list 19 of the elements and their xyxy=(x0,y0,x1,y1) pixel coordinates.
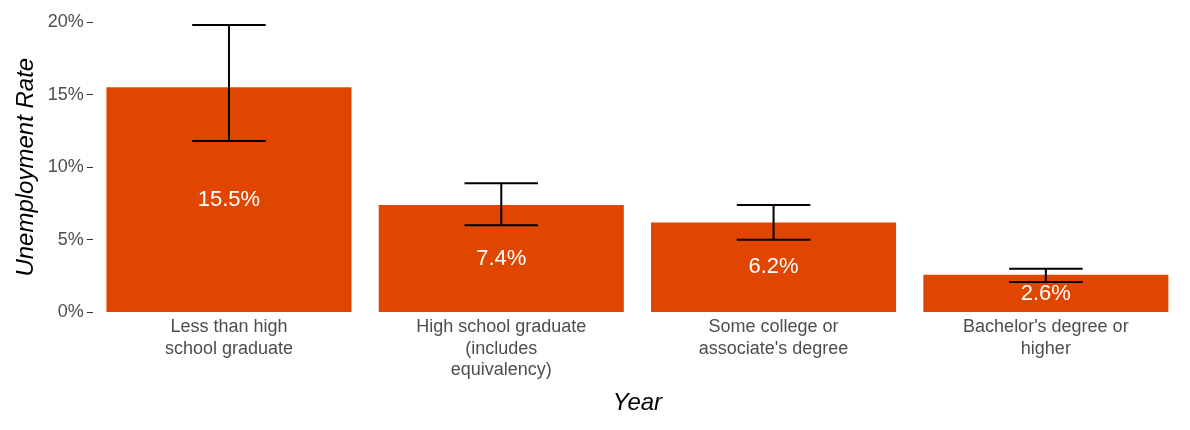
bar xyxy=(923,274,1169,312)
data-label: 6.2% xyxy=(748,253,799,279)
data-label: 2.6% xyxy=(1020,279,1071,305)
x-tick-label: Some college or associate's degree xyxy=(698,316,849,358)
y-tick-label: 0% xyxy=(57,301,84,322)
y-tick-label: 10% xyxy=(47,156,84,177)
y-tick-label: 5% xyxy=(57,228,84,249)
bar xyxy=(651,222,897,312)
data-label: 7.4% xyxy=(476,244,527,270)
x-tick-label: High school graduate (includes equivalency) xyxy=(416,316,587,380)
bar xyxy=(106,87,352,312)
x-tick-label: Less than high school graduate xyxy=(164,316,294,358)
x-tick-label: Bachelor's degree or higher xyxy=(963,316,1129,358)
x-axis-title: Year xyxy=(612,388,664,416)
y-tick-label: 20% xyxy=(47,10,84,31)
data-label: 15.5% xyxy=(197,185,261,211)
bar xyxy=(378,204,624,312)
y-axis-title: Unemployment Rate xyxy=(11,57,39,277)
y-tick-label: 15% xyxy=(47,83,84,104)
